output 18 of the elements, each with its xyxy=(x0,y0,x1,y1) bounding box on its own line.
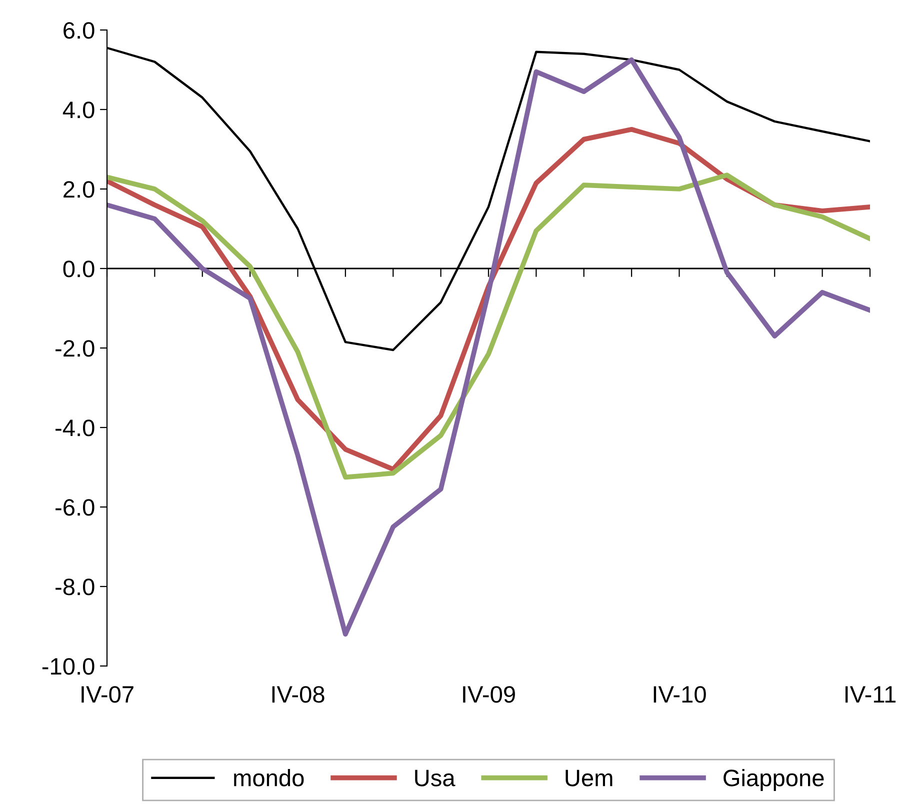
y-tick-label: 2.0 xyxy=(64,181,94,198)
y-tick-label: -10.0 xyxy=(42,658,94,675)
y-tick-label: 6.0 xyxy=(64,22,94,39)
x-tick-label: IV-08 xyxy=(272,686,324,703)
legend-label: Uem xyxy=(566,770,612,786)
legend-label: mondo xyxy=(234,769,304,786)
x-tick-label: IV-11 xyxy=(845,686,896,703)
y-tick-label: 4.0 xyxy=(62,102,94,118)
y-tick-label: -2.0 xyxy=(56,340,94,357)
x-tick-label: IV-10 xyxy=(654,686,706,703)
y-tick-label: -6.0 xyxy=(56,499,94,516)
y-tick-label: -4.0 xyxy=(56,420,94,436)
x-tick-label: IV-09 xyxy=(463,686,515,703)
legend-label: Giappone xyxy=(724,769,824,792)
legend-label: Usa xyxy=(415,770,456,786)
y-tick-label: -8.0 xyxy=(56,578,94,596)
y-tick-label: 0.0 xyxy=(63,260,94,278)
x-tick-label: IV-07 xyxy=(82,686,134,703)
